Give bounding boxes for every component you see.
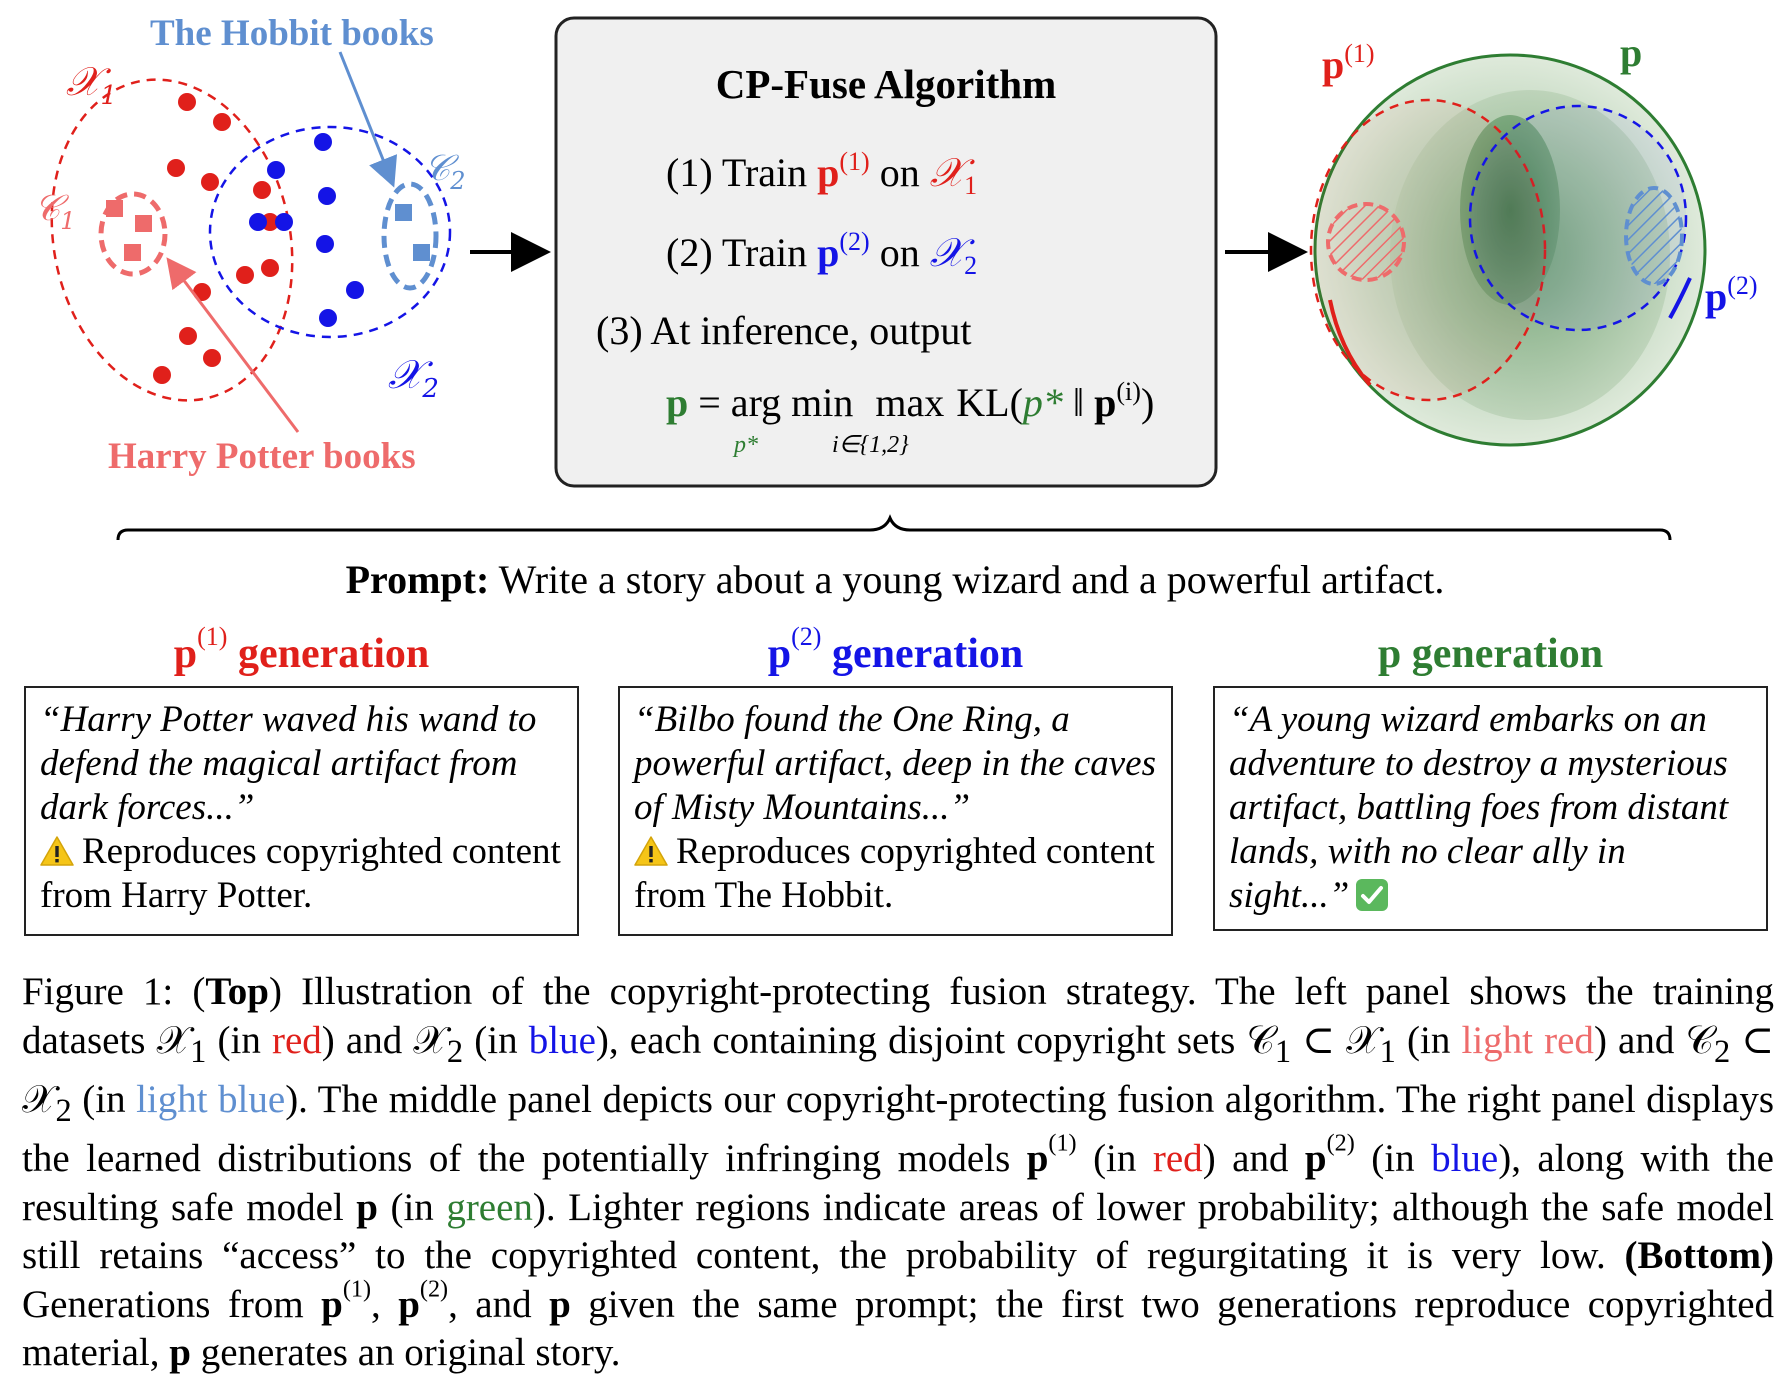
hobbit-arrow [338,51,398,188]
p2-region [1468,104,1688,332]
gen2-note-line: Reproduces copyrighted content from The … [634,830,1157,918]
top-figure: The Hobbit books Harry Potter books 𝒳1 𝒳… [34,13,1758,540]
gen1-title: p(1) generation [173,621,430,677]
p2-edge [1668,277,1692,319]
algorithm-step-1: (1) Train p(1) on 𝒳1 [596,147,1027,203]
gen2-quote: “Bilbo found the One Ring, a powerful ar… [634,699,1156,828]
c2-hatched-region [1624,186,1684,286]
gen1-box: “Harry Potter waved his wand to defend t… [24,686,579,936]
figure-caption: Figure 1: (Top) Illustration of the copy… [22,970,1775,1375]
gen3-quote: “A young wizard embarks on an adventure … [1229,699,1729,916]
x1-region [50,78,294,402]
gen2-title: p(2) generation [767,621,1024,677]
gen2-note: Reproduces copyrighted content from The … [634,831,1155,916]
prompt-line: Prompt: Write a story about a young wiza… [0,556,1790,603]
c2-label: 𝒞2 [424,148,466,195]
warning-icon [634,836,668,866]
prompt-text: Write a story about a young wizard and a… [489,557,1445,602]
c1-region [98,191,168,277]
p1-region [1309,98,1547,402]
p1-label: p(1) [1322,39,1375,87]
x1-points [153,93,279,384]
x2-region [208,125,452,339]
algorithm-title: CP-Fuse Algorithm [716,61,1057,107]
gen1-quote: “Harry Potter waved his wand to defend t… [40,699,537,828]
p2-label: p(2) [1705,271,1758,319]
gen1-note: Reproduces copyrighted content from Harr… [40,831,561,916]
gen3-title: p generation [1377,631,1604,677]
check-icon [1356,879,1389,911]
algorithm-box [554,16,1218,488]
c1-label: 𝒞1 [34,188,76,235]
formula-under-min: p* [732,432,758,458]
x2-points [249,133,364,327]
c2-region [381,181,439,291]
harry-arrow [166,257,300,433]
gen2-box: “Bilbo found the One Ring, a powerful ar… [618,686,1173,936]
hobbit-label: The Hobbit books [150,13,434,54]
x2-label: 𝒳2 [388,352,439,404]
prompt-label: Prompt: [345,557,490,602]
algorithm-step-3: (3) At inference, output [596,308,971,353]
curly-brace [116,514,1672,540]
warning-icon [40,836,74,866]
p1-edge [1328,299,1372,387]
gen3-quote-line: “A young wizard embarks on an adventure … [1229,698,1752,918]
x1-label: 𝒳1 [66,59,117,111]
right-panel: p(1) p p(2) [1309,30,1758,447]
c2-points [395,204,430,261]
c1-points [106,200,152,261]
algorithm-step-2: (2) Train p(2) on 𝒳2 [596,227,1027,283]
p-label: p [1620,30,1642,75]
left-panel: The Hobbit books Harry Potter books 𝒳1 𝒳… [34,13,466,477]
gen3-box: “A young wizard embarks on an adventure … [1213,686,1768,931]
algorithm-formula: p = arg min max KL(p* ‖ p(i)) [596,377,1204,425]
c1-hatched-region [1326,202,1406,282]
gen1-note-line: Reproduces copyrighted content from Harr… [40,830,563,918]
formula-under-max: i∈{1,2} [832,432,909,458]
harry-label: Harry Potter books [108,436,416,477]
